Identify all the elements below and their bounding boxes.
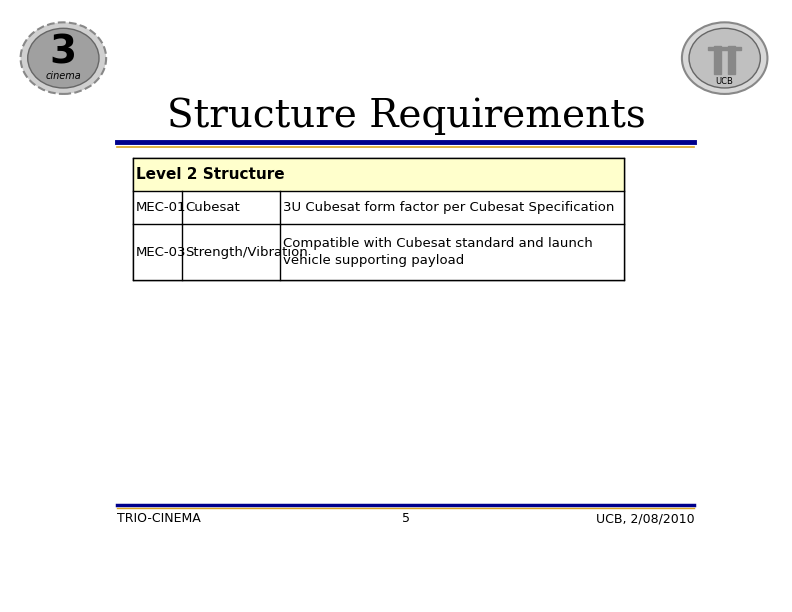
- Text: Cubesat: Cubesat: [185, 201, 240, 214]
- Text: cinema: cinema: [45, 71, 82, 81]
- Bar: [133, 191, 624, 224]
- Bar: [133, 224, 624, 280]
- Text: TRIO-CINEMA: TRIO-CINEMA: [117, 512, 201, 525]
- Text: MEC-03: MEC-03: [136, 246, 186, 259]
- Bar: [133, 159, 624, 191]
- Text: Compatible with Cubesat standard and launch
vehicle supporting payload: Compatible with Cubesat standard and lau…: [284, 237, 593, 267]
- Bar: [714, 47, 721, 74]
- Circle shape: [682, 23, 767, 94]
- Text: UCB, 2/08/2010: UCB, 2/08/2010: [596, 512, 695, 525]
- Text: UCB: UCB: [716, 76, 733, 86]
- Text: 5: 5: [402, 512, 410, 525]
- Circle shape: [28, 28, 99, 88]
- Text: 3: 3: [50, 33, 77, 71]
- Text: MEC-01: MEC-01: [136, 201, 186, 214]
- Text: Level 2 Structure: Level 2 Structure: [136, 167, 284, 182]
- Bar: [729, 47, 735, 74]
- Circle shape: [21, 23, 106, 94]
- Bar: [708, 47, 741, 50]
- Text: Strength/Vibration: Strength/Vibration: [185, 246, 307, 259]
- Bar: [133, 159, 624, 280]
- Text: Structure Requirements: Structure Requirements: [166, 97, 645, 135]
- Text: 3U Cubesat form factor per Cubesat Specification: 3U Cubesat form factor per Cubesat Speci…: [284, 201, 615, 214]
- Circle shape: [689, 28, 760, 88]
